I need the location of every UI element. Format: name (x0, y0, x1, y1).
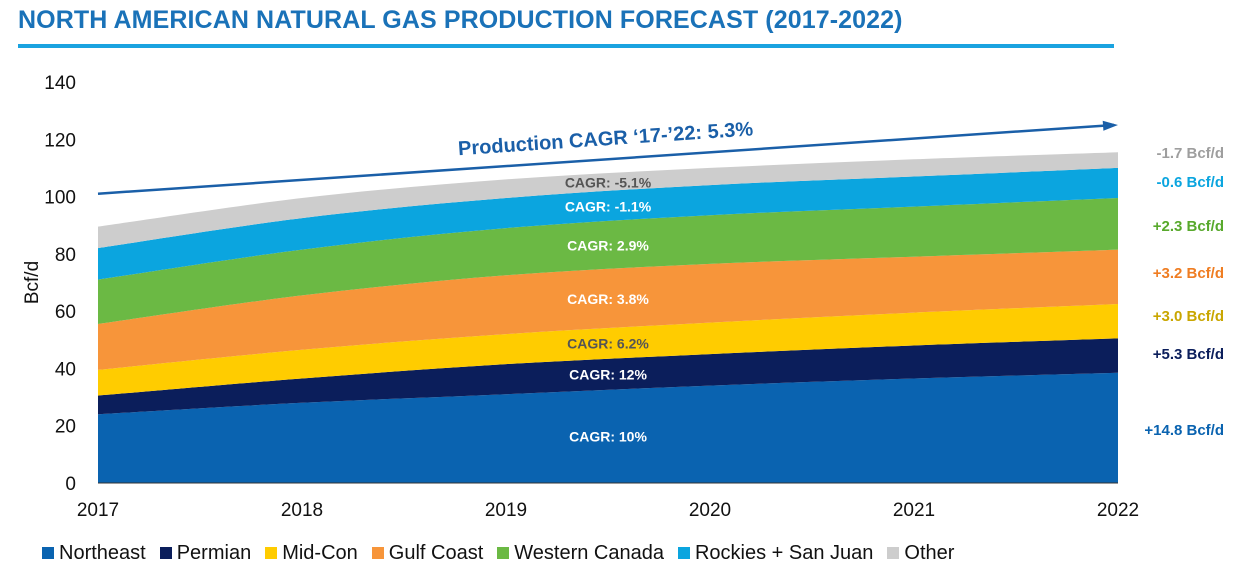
change-label-gulf-coast: +3.2 Bcf/d (1153, 265, 1224, 282)
legend-swatch (42, 547, 54, 559)
legend-label: Mid-Con (282, 541, 358, 564)
legend-swatch (371, 547, 384, 559)
series-cagr-labels: CAGR: 10% CAGR: 12% CAGR: 6.2% CAGR: 3.8% CA… (565, 175, 652, 445)
legend-swatch (159, 547, 172, 559)
area-rockies-san-juan (98, 167, 1118, 280)
legend-label: Rockies + San Juan (694, 541, 874, 564)
legend-swatch (497, 547, 510, 559)
title-underline (18, 44, 1114, 48)
legend-label: Northeast (59, 541, 146, 564)
legend-label: Other (904, 541, 955, 564)
legend-item-northeast: Northeast (42, 542, 146, 565)
legend: Northeast Permian Mid-Con Gulf Coast Western… (42, 540, 968, 566)
x-tick-label: 2018 (281, 500, 323, 521)
legend-swatch (677, 547, 690, 559)
change-label-rockies-san-juan: -0.6 Bcf/d (1156, 174, 1224, 191)
y-tick-label: 40 (55, 359, 76, 380)
legend-label: Gulf Coast (388, 541, 484, 564)
y-tick-label: 140 (44, 73, 76, 94)
y-tick-label: 80 (55, 245, 76, 266)
x-tick-label: 2017 (77, 500, 119, 521)
cagr-label-mid-con: CAGR: 6.2% (567, 336, 649, 352)
change-label-western-canada: +2.3 Bcf/d (1153, 218, 1224, 235)
cagr-label-rockies-san-juan: CAGR: -1.1% (565, 199, 652, 215)
legend-item-permian: Permian (159, 541, 252, 565)
y-axis-label: Bcf/d (22, 261, 43, 304)
y-tick-label: 0 (65, 474, 76, 495)
legend-item-rockies-san-juan: Rockies + San Juan (677, 541, 874, 565)
legend-swatch (265, 547, 278, 559)
area-northeast (98, 372, 1118, 483)
cagr-label-western-canada: CAGR: 2.9% (567, 238, 649, 254)
y-tick-label: 20 (55, 417, 76, 438)
area-other (98, 152, 1118, 249)
x-tick-label: 2020 (689, 500, 731, 521)
area-permian (98, 338, 1118, 415)
change-labels: -1.7 Bcf/d -0.6 Bcf/d +2.3 Bcf/d +3.2 Bcf/d… (1144, 145, 1224, 439)
change-label-permian: +5.3 Bcf/d (1153, 346, 1224, 363)
legend-label: Permian (176, 541, 252, 564)
legend-swatch (887, 547, 900, 559)
change-label-mid-con: +3.0 Bcf/d (1153, 308, 1224, 325)
y-tick-label: 120 (44, 130, 76, 151)
cagr-annotation-text: Production CAGR ‘17-’22: 5.3% (457, 118, 754, 160)
x-tick-label: 2021 (893, 500, 935, 521)
legend-item-gulf-coast: Gulf Coast (371, 541, 484, 565)
area-gulf-coast (98, 249, 1118, 370)
change-label-northeast: +14.8 Bcf/d (1144, 422, 1224, 439)
y-tick-label: 60 (55, 302, 76, 323)
x-tick-label: 2022 (1097, 500, 1139, 521)
legend-item-mid-con: Mid-Con (265, 542, 358, 565)
cagr-arrow-line (97, 123, 1115, 195)
axes: 0 20 40 60 80 100 120 140 2017 2018 2019 2020 2021 20… (22, 73, 1139, 521)
legend-item-other: Other (887, 542, 954, 565)
legend-item-western-canada: Western Canada (497, 542, 664, 565)
x-tick-label: 2019 (485, 500, 527, 521)
cagr-label-other: CAGR: -5.1% (565, 175, 652, 191)
cagr-label-gulf-coast: CAGR: 3.8% (567, 291, 649, 307)
stacked-area-chart: CAGR: 10% CAGR: 12% CAGR: 6.2% CAGR: 3.8% CA… (22, 73, 1224, 521)
y-tick-label: 100 (44, 188, 76, 209)
change-label-other: -1.7 Bcf/d (1156, 145, 1224, 162)
cagr-arrow-head (1102, 120, 1118, 131)
legend-label: Western Canada (514, 541, 664, 564)
area-western-canada (98, 198, 1118, 324)
area-mid-con (98, 304, 1118, 396)
chart-title: NORTH AMERICAN NATURAL GAS PRODUCTION FO… (18, 6, 903, 34)
area-layers (98, 152, 1118, 483)
cagr-label-permian: CAGR: 12% (569, 367, 647, 383)
cagr-label-northeast: CAGR: 10% (569, 429, 647, 445)
